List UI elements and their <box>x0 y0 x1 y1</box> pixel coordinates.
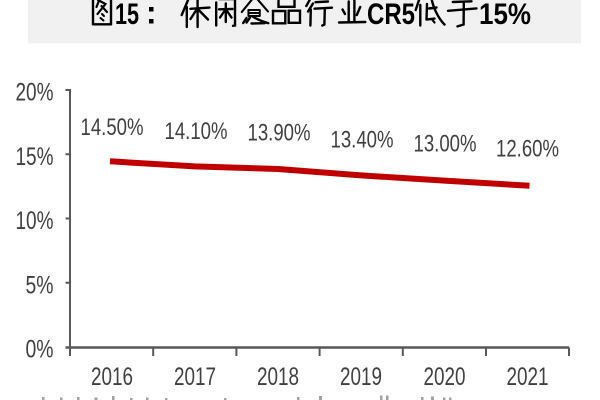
svg-text:2016: 2016 <box>91 363 133 391</box>
svg-text:2017: 2017 <box>174 363 216 391</box>
svg-text:2021: 2021 <box>507 363 549 391</box>
svg-text:15: 15 <box>115 0 139 31</box>
svg-text:10%: 10% <box>16 207 54 235</box>
svg-text:5%: 5% <box>26 271 54 299</box>
svg-text:15%: 15% <box>16 143 54 171</box>
svg-text:15%: 15% <box>479 0 531 31</box>
svg-text:2018: 2018 <box>257 363 299 391</box>
svg-text:14.10%: 14.10% <box>165 118 228 145</box>
svg-text:CR5: CR5 <box>367 0 415 31</box>
svg-text:2020: 2020 <box>424 363 466 391</box>
svg-text:12.60%: 12.60% <box>496 136 559 163</box>
svg-text:13.90%: 13.90% <box>248 120 311 147</box>
svg-text:14.50%: 14.50% <box>81 114 144 141</box>
svg-text:2019: 2019 <box>340 363 382 391</box>
svg-text:0%: 0% <box>26 336 54 364</box>
svg-text:13.00%: 13.00% <box>414 131 477 158</box>
svg-text:13.40%: 13.40% <box>331 127 394 154</box>
svg-text:20%: 20% <box>16 79 54 107</box>
